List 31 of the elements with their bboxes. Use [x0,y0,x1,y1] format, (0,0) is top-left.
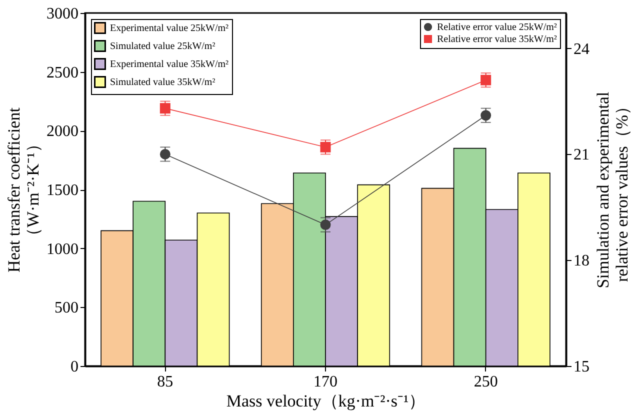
point [320,142,331,152]
legend-label: Simulated value 25kW/m² [110,41,216,52]
y-tick-label: 500 [54,300,78,317]
legend-label: Experimental value 35kW/m² [110,59,229,70]
point [480,110,492,121]
point [480,74,492,86]
y-tick-label: 1500 [46,182,78,199]
point [160,148,170,160]
text: （W·m⁻²·K⁻¹） [24,135,42,245]
y-tick-label: 0 [70,358,78,376]
x-tick-label: 170 [314,374,338,390]
x-tick-label: 250 [474,374,498,390]
legend-label: Simulated value 35kW/m² [110,77,216,88]
text: relative error values（%） [612,98,632,282]
text: Heat transfer coefficient [4,108,24,272]
x-axis-title: Mass velocity（kg·m⁻²·s⁻¹） [226,392,426,410]
legend-label: Relative error value 25kW/m² [437,22,557,33]
y2-tick-label: 24 [574,40,590,58]
y2-tick-label: 21 [574,146,590,164]
point [320,220,331,230]
y2-tick-label: 15 [574,358,590,376]
y-tick-label: 1000 [46,240,78,258]
text: Simulation and experimental [594,92,612,288]
x-tick-label: 85 [157,374,174,390]
y-tick-label: 2000 [46,123,78,140]
y-tick-label: 2500 [46,64,78,82]
point [160,103,170,114]
legend-label: Relative error value 35kW/m² [437,34,557,45]
y-tick-label: 3000 [46,6,78,22]
legend-label: Experimental value 25kW/m² [110,23,229,34]
y2-tick-label: 18 [574,252,590,270]
